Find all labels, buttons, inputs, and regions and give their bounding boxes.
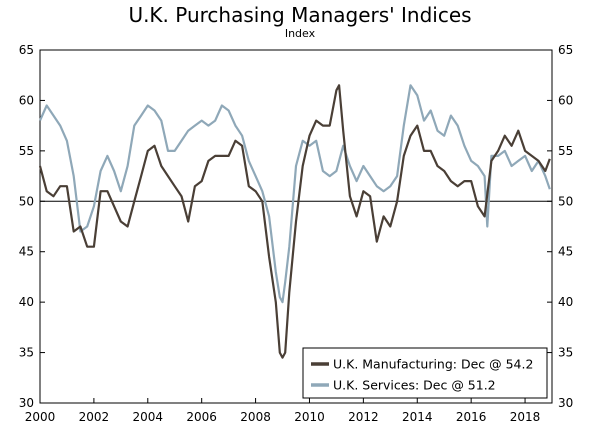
x-tick-label: 2000 <box>25 410 56 424</box>
y-tick-label-left: 65 <box>19 43 34 57</box>
legend: U.K. Manufacturing: Dec @ 54.2 U.K. Serv… <box>302 347 548 399</box>
x-tick-label: 2014 <box>402 410 433 424</box>
y-tick-label-right: 65 <box>558 43 573 57</box>
x-tick-label: 2004 <box>133 410 164 424</box>
plot-frame <box>39 49 553 404</box>
y-tick-label-right: 30 <box>558 396 573 410</box>
y-tick-label-left: 40 <box>19 295 34 309</box>
y-tick-label-left: 35 <box>19 346 34 360</box>
legend-label-manufacturing: U.K. Manufacturing: Dec @ 54.2 <box>333 357 533 372</box>
legend-box <box>302 347 548 399</box>
chart-title: U.K. Purchasing Managers' Indices <box>128 3 471 27</box>
y-tick-label-right: 35 <box>558 346 573 360</box>
x-tick-label: 2006 <box>186 410 217 424</box>
y-axis-right: 30 35 40 45 50 55 60 65 <box>547 43 573 410</box>
y-tick-label-right: 60 <box>558 93 573 107</box>
x-tick-label: 2002 <box>79 410 110 424</box>
y-tick-label-left: 55 <box>19 144 34 158</box>
y-tick-label-left: 60 <box>19 93 34 107</box>
series-group <box>38 84 551 359</box>
y-tick-label-right: 50 <box>558 194 573 208</box>
chart-subtitle: Index <box>285 27 316 40</box>
x-tick-label: 2016 <box>456 410 487 424</box>
y-tick-label-right: 45 <box>558 245 573 259</box>
x-tick-label: 2010 <box>294 410 325 424</box>
series-line-manufacturing <box>38 84 551 359</box>
y-tick-label-left: 30 <box>19 396 34 410</box>
y-tick-label-left: 50 <box>19 194 34 208</box>
y-axis-left: 30 35 40 45 50 55 60 65 <box>19 43 45 410</box>
y-tick-label-right: 55 <box>558 144 573 158</box>
series-line-services <box>38 84 551 304</box>
legend-label-services: U.K. Services: Dec @ 51.2 <box>333 378 496 393</box>
x-tick-label: 2012 <box>348 410 379 424</box>
y-tick-label-right: 40 <box>558 295 573 309</box>
x-axis: 2000 2002 2004 2006 2008 2010 2012 2014 2016 2018 <box>25 398 541 424</box>
x-tick-label: 2008 <box>240 410 271 424</box>
x-tick-label: 2018 <box>510 410 541 424</box>
y-tick-label-left: 45 <box>19 245 34 259</box>
